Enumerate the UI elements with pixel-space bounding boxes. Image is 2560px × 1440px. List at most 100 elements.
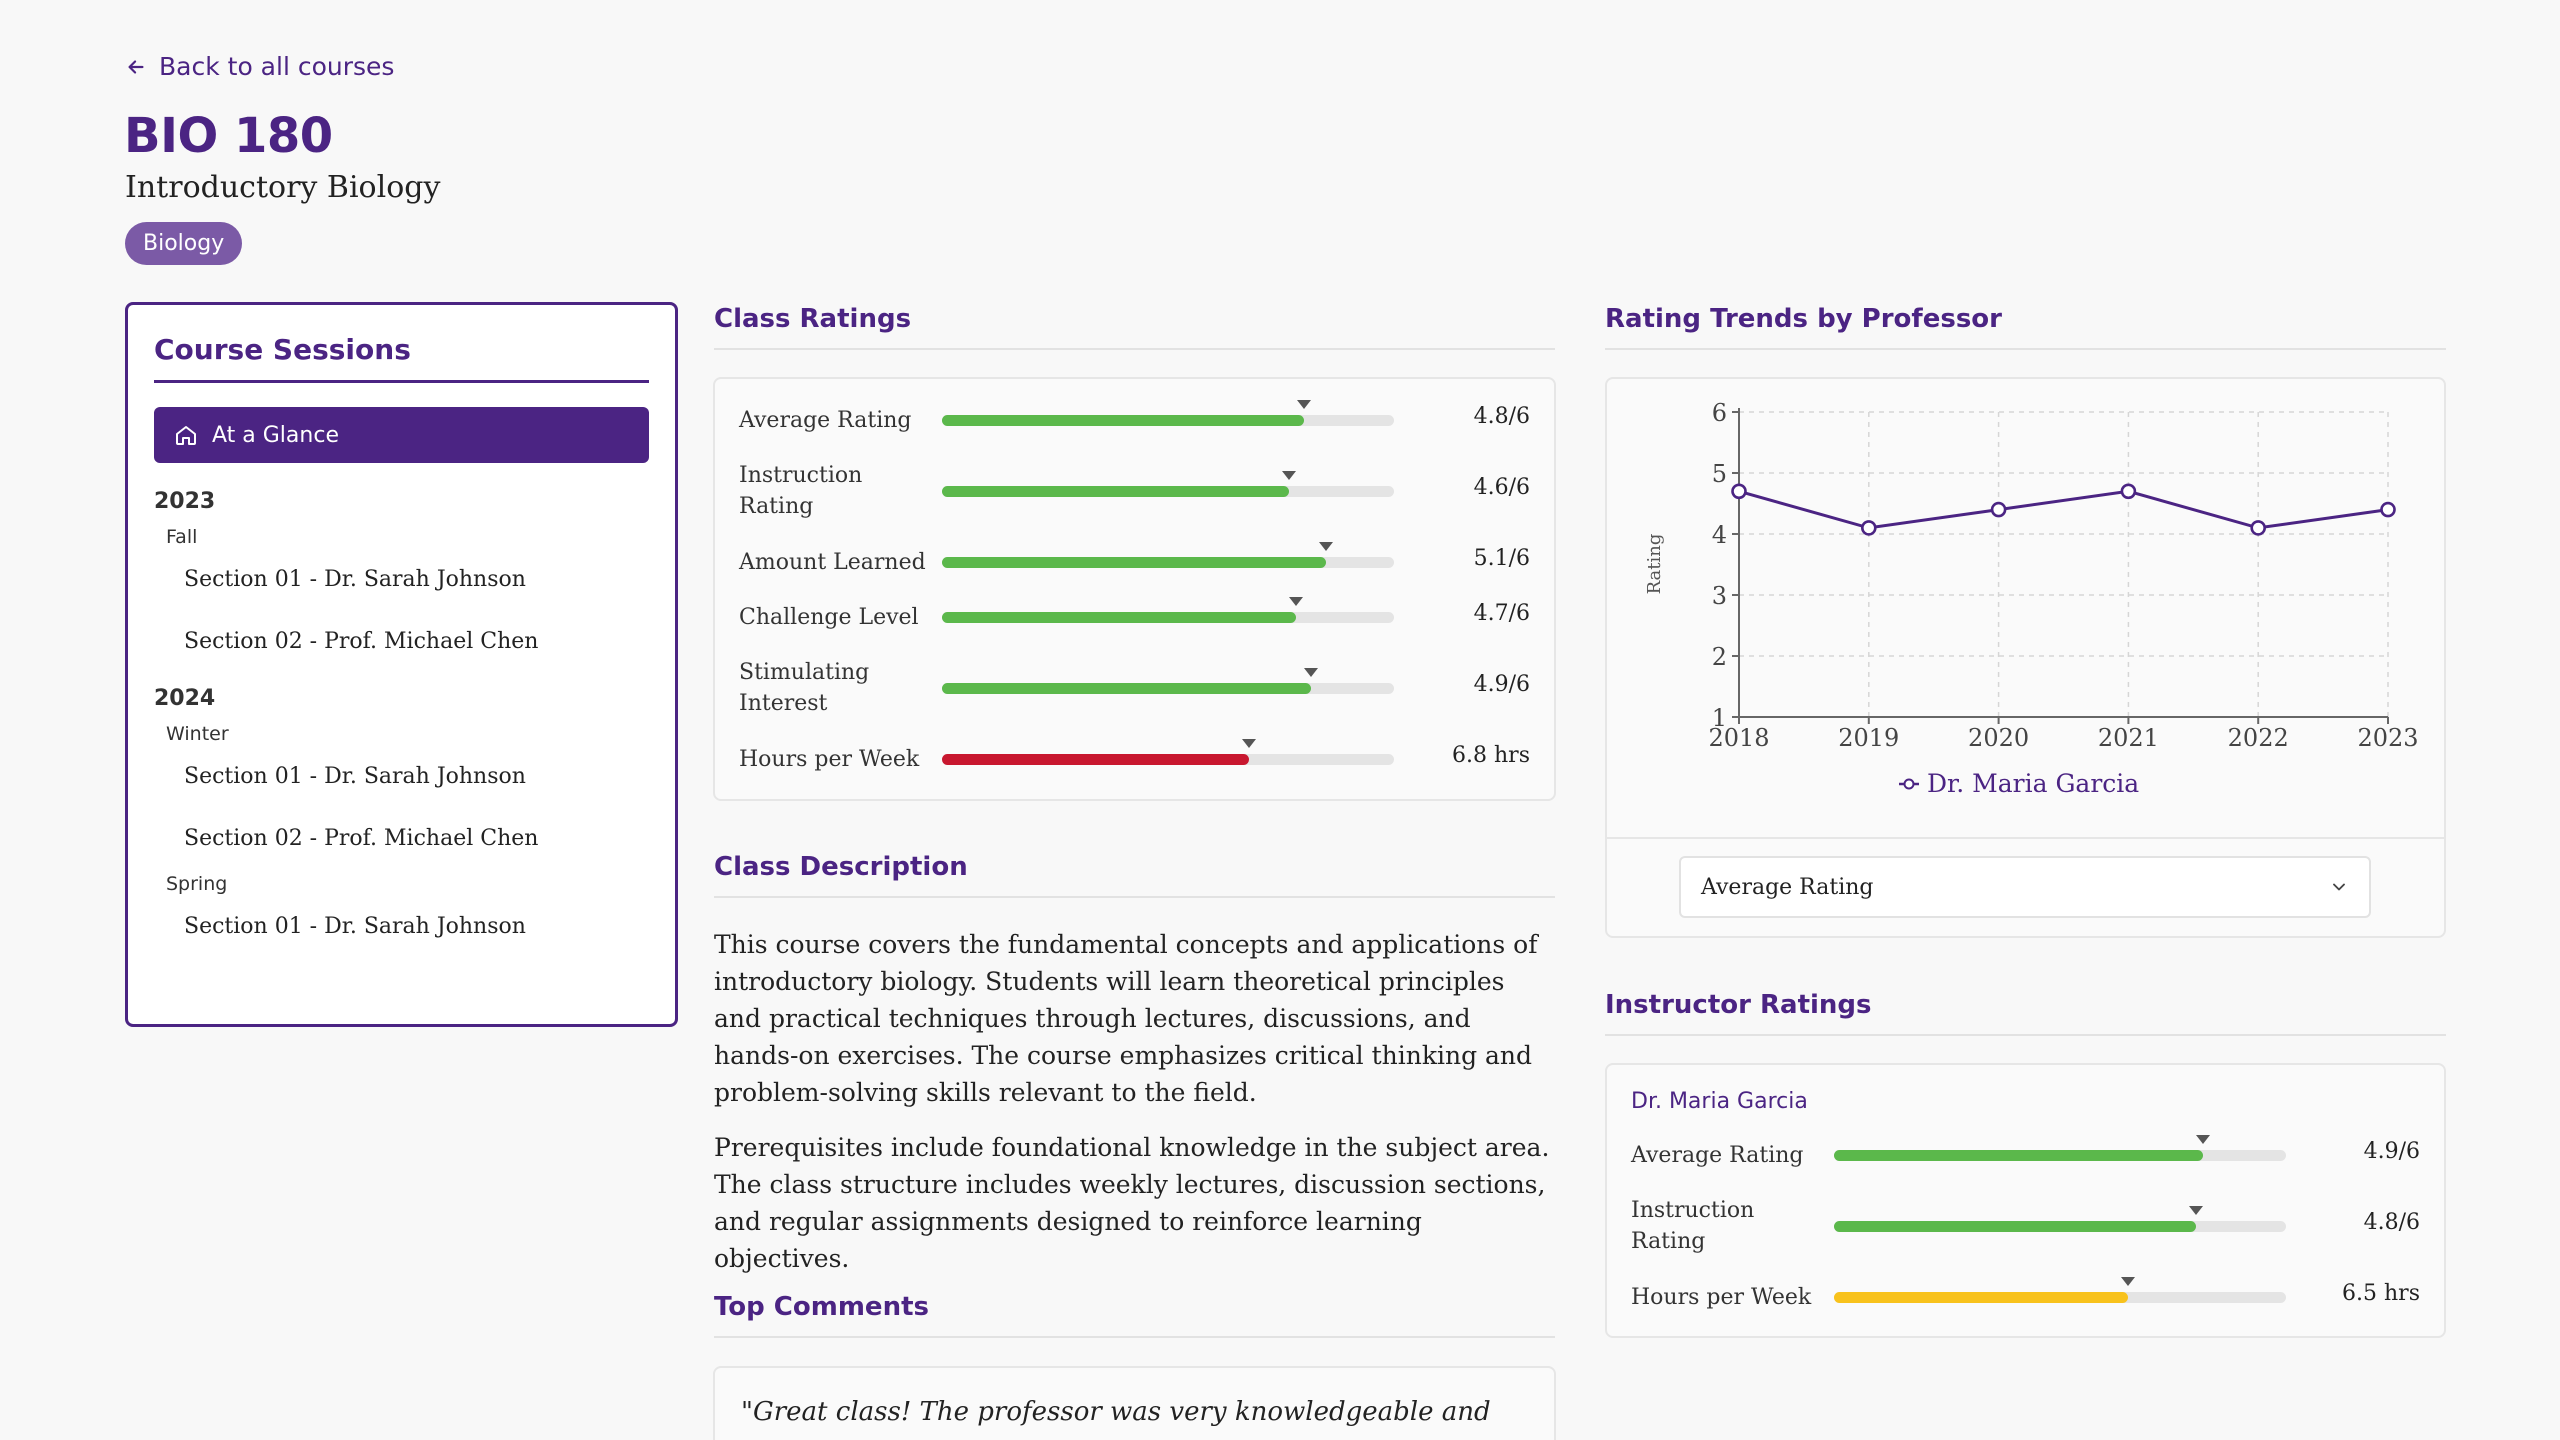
rating-label: Hours per Week (739, 747, 920, 772)
rating-label: Challenge Level (739, 605, 919, 630)
rating-bar (942, 542, 1394, 568)
rating-bar-fill (942, 486, 1289, 497)
data-point (1860, 520, 1877, 536)
sidebar-title: Course Sessions (154, 333, 649, 383)
legend-marker-icon (1903, 778, 1915, 790)
session-item[interactable]: Section 02 - Prof. Michael Chen (184, 628, 539, 654)
rating-bar (1834, 1206, 2286, 1232)
description-paragraph: This course covers the fundamental conce… (714, 930, 1538, 1107)
rating-marker-icon (2188, 1206, 2203, 1215)
series-line (1738, 489, 2389, 530)
rating-trends-heading: Rating Trends by Professor (1605, 304, 2446, 350)
arrow-left-icon (128, 59, 144, 74)
data-point (2120, 483, 2137, 500)
y-axis-label: Rating (1644, 534, 1665, 595)
rating-marker-icon (1281, 471, 1296, 480)
back-link-label: Back to all courses (159, 52, 395, 81)
rating-label: Stimulating Interest (739, 660, 870, 716)
y-tick-label: 3 (1712, 582, 1727, 610)
class-ratings-card: Average Rating 4.8/6 Instruction Rating 4.6… (713, 377, 1556, 801)
rating-value: 4.7/6 (1473, 601, 1530, 626)
course-name: Introductory Biology (125, 170, 441, 205)
session-item[interactable]: Section 01 - Dr. Sarah Johnson (184, 566, 526, 592)
rating-value: 4.8/6 (1473, 404, 1530, 429)
rating-label: Instruction Rating (739, 463, 863, 519)
term-heading: Spring (166, 873, 228, 895)
class-ratings-heading: Class Ratings (714, 304, 1555, 350)
y-tick-label: 1 (1712, 704, 1727, 732)
rating-bar-fill (942, 612, 1296, 623)
instructor-name[interactable]: Dr. Maria Garcia (1631, 1089, 1808, 1114)
rating-bar (1834, 1277, 2286, 1303)
rating-value: 4.8/6 (2363, 1210, 2420, 1235)
rating-value: 4.6/6 (1473, 475, 1530, 500)
rating-bar-fill (1834, 1292, 2128, 1303)
course-sessions-panel: Course Sessions At a Glance 2023 Fall Se… (125, 302, 678, 1027)
instructor-ratings-heading: Instructor Ratings (1605, 990, 2446, 1036)
rating-value: 4.9/6 (2363, 1139, 2420, 1164)
rating-marker-icon (1304, 668, 1319, 677)
rating-bar (942, 400, 1394, 426)
legend-label: Dr. Maria Garcia (1927, 769, 2139, 798)
rating-marker-icon (1288, 597, 1303, 606)
data-point (2250, 520, 2267, 536)
rating-trend-chart: 1 2 3 4 5 6 2018 2019 2020 2021 2022 2023 Rating Dr. … (1644, 399, 2419, 798)
rating-bar (942, 739, 1394, 765)
rating-marker-icon (1296, 400, 1311, 409)
rating-bar-fill (1834, 1150, 2204, 1161)
rating-bar-fill (1834, 1221, 2196, 1232)
x-tick-label: 2021 (2098, 724, 2159, 752)
metric-select[interactable]: Average Rating (1679, 856, 2371, 918)
rating-value: 5.1/6 (1473, 546, 1530, 571)
back-to-courses-link[interactable]: Back to all courses (125, 52, 394, 81)
year-heading: 2024 (154, 686, 216, 711)
rating-label: Hours per Week (1631, 1285, 1812, 1310)
course-code: BIO 180 (124, 108, 333, 164)
rating-value: 4.9/6 (1473, 672, 1530, 697)
comment-card: "Great class! The professor was very kno… (713, 1366, 1556, 1440)
x-tick-label: 2020 (1968, 724, 2029, 752)
at-a-glance-label: At a Glance (212, 422, 339, 448)
x-tick-label: 2022 (2228, 724, 2289, 752)
rating-bar-fill (942, 683, 1312, 694)
rating-marker-icon (1242, 739, 1257, 748)
y-tick-label: 4 (1712, 521, 1727, 549)
session-item[interactable]: Section 01 - Dr. Sarah Johnson (184, 913, 526, 939)
rating-value: 6.8 hrs (1452, 743, 1530, 768)
rating-bar (1834, 1135, 2286, 1161)
comment-text: "Great class! The professor was very kno… (741, 1397, 1491, 1440)
x-tick-label: 2019 (1838, 724, 1899, 752)
rating-marker-icon (2196, 1135, 2211, 1144)
rating-label: Instruction Rating (1631, 1198, 1755, 1254)
rating-bar-fill (942, 557, 1327, 568)
department-badge[interactable]: Biology (125, 222, 243, 265)
rating-bar-fill (942, 415, 1304, 426)
at-a-glance-button[interactable]: At a Glance (154, 407, 649, 463)
term-heading: Winter (166, 723, 229, 745)
year-heading: 2023 (154, 489, 216, 514)
rating-label: Amount Learned (739, 550, 926, 575)
rating-value: 6.5 hrs (2342, 1281, 2420, 1306)
class-description: This course covers the fundamental conce… (714, 926, 1559, 1295)
rating-marker-icon (2120, 1277, 2135, 1286)
session-item[interactable]: Section 02 - Prof. Michael Chen (184, 825, 539, 851)
instructor-ratings-card: Dr. Maria Garcia Average Rating 4.9/6 Inst… (1605, 1063, 2446, 1338)
data-point (1731, 483, 1747, 500)
y-tick-label: 6 (1712, 399, 1727, 427)
y-tick-label: 2 (1712, 643, 1727, 671)
top-comments-heading: Top Comments (714, 1292, 1555, 1338)
rating-bar (942, 471, 1394, 497)
rating-marker-icon (1319, 542, 1334, 551)
session-item[interactable]: Section 01 - Dr. Sarah Johnson (184, 763, 526, 789)
data-point (2380, 501, 2396, 518)
data-point (1990, 501, 2007, 518)
home-icon (176, 426, 196, 445)
rating-bar (942, 597, 1394, 623)
x-tick-label: 2018 (1708, 724, 1769, 752)
y-tick-label: 5 (1712, 460, 1727, 488)
rating-label: Average Rating (739, 408, 912, 433)
rating-bar (942, 668, 1394, 694)
rating-label: Average Rating (1631, 1143, 1804, 1168)
x-tick-label: 2023 (2357, 724, 2418, 752)
rating-trends-card (1605, 377, 2446, 938)
